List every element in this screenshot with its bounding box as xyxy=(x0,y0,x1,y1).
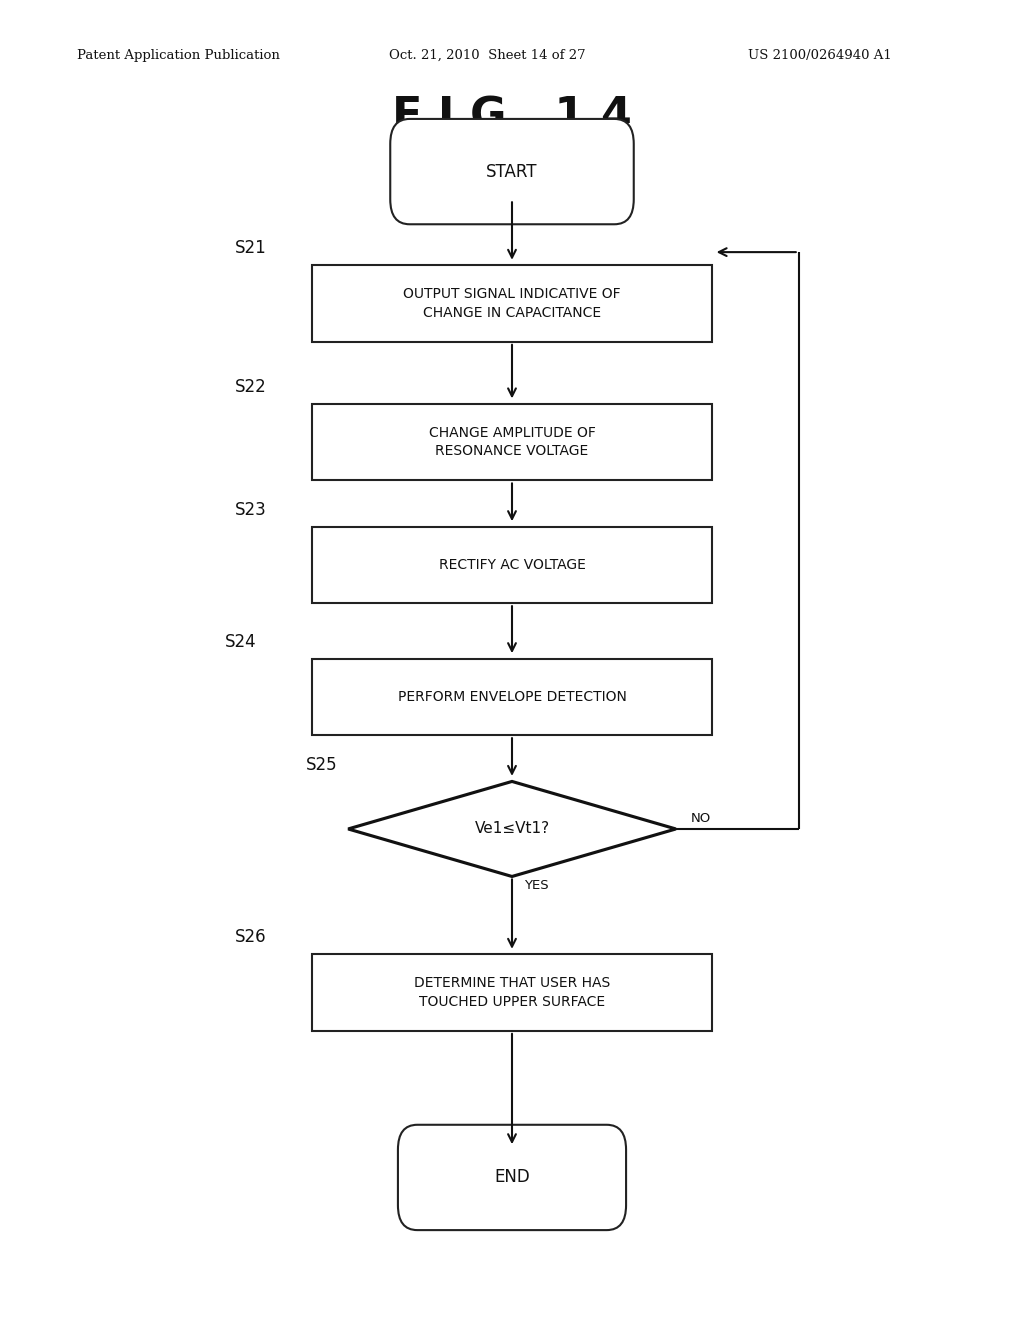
Polygon shape xyxy=(348,781,676,876)
Text: S22: S22 xyxy=(234,378,266,396)
Text: END: END xyxy=(495,1168,529,1187)
FancyBboxPatch shape xyxy=(398,1125,626,1230)
Text: START: START xyxy=(486,162,538,181)
FancyBboxPatch shape xyxy=(390,119,634,224)
Text: Oct. 21, 2010  Sheet 14 of 27: Oct. 21, 2010 Sheet 14 of 27 xyxy=(389,49,586,62)
Text: S25: S25 xyxy=(306,755,338,774)
Bar xyxy=(312,527,712,603)
Text: OUTPUT SIGNAL INDICATIVE OF
CHANGE IN CAPACITANCE: OUTPUT SIGNAL INDICATIVE OF CHANGE IN CA… xyxy=(403,288,621,319)
Bar xyxy=(312,404,712,480)
Bar xyxy=(312,954,712,1031)
Text: CHANGE AMPLITUDE OF
RESONANCE VOLTAGE: CHANGE AMPLITUDE OF RESONANCE VOLTAGE xyxy=(429,426,595,458)
Text: S26: S26 xyxy=(234,928,266,946)
Text: S21: S21 xyxy=(234,239,266,257)
Text: S24: S24 xyxy=(224,632,256,651)
Text: DETERMINE THAT USER HAS
TOUCHED UPPER SURFACE: DETERMINE THAT USER HAS TOUCHED UPPER SU… xyxy=(414,977,610,1008)
Text: Patent Application Publication: Patent Application Publication xyxy=(77,49,280,62)
Text: US 2100/0264940 A1: US 2100/0264940 A1 xyxy=(748,49,891,62)
Text: Ve1≤Vt1?: Ve1≤Vt1? xyxy=(474,821,550,837)
Text: PERFORM ENVELOPE DETECTION: PERFORM ENVELOPE DETECTION xyxy=(397,690,627,704)
Bar xyxy=(312,659,712,735)
Text: YES: YES xyxy=(524,879,549,892)
Text: F I G . 1 4: F I G . 1 4 xyxy=(392,95,632,139)
Text: NO: NO xyxy=(691,812,712,825)
Text: RECTIFY AC VOLTAGE: RECTIFY AC VOLTAGE xyxy=(438,558,586,572)
Text: S23: S23 xyxy=(234,500,266,519)
Bar xyxy=(312,265,712,342)
